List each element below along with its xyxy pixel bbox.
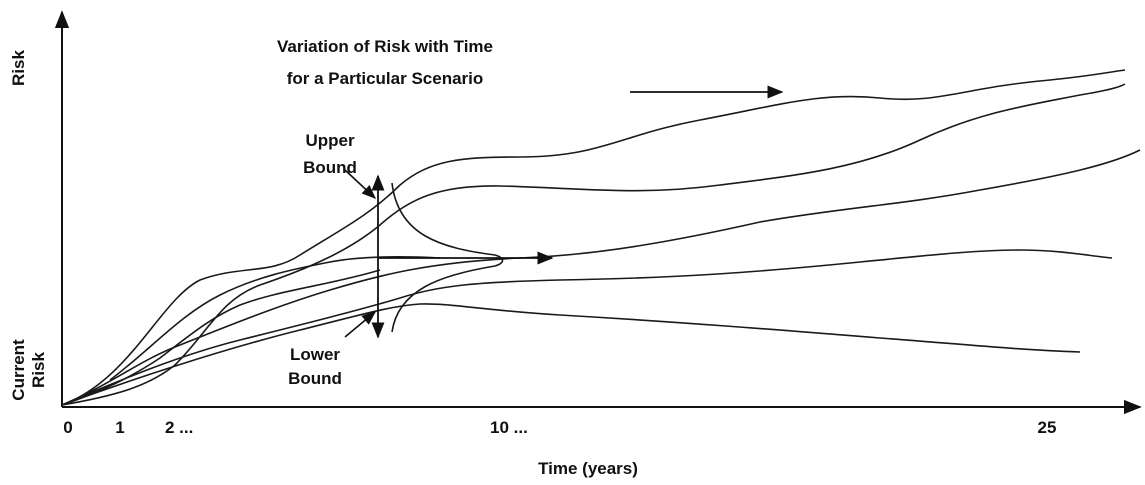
annotation: Bound: [303, 158, 357, 177]
distribution: [391, 182, 504, 333]
curve: [61, 69, 1126, 406]
x-axis-label: Time (years): [538, 459, 638, 478]
x-tick-label: 10 ...: [490, 418, 528, 437]
lower-pointer: [344, 311, 377, 338]
annotation: Lower: [290, 345, 340, 364]
x-tick-label: 1: [115, 418, 124, 437]
upper-pointer: [344, 169, 377, 199]
y-axis-label: Risk: [29, 352, 48, 388]
curve: [61, 303, 1081, 406]
y-axis-label: Current: [9, 339, 28, 401]
curve: [61, 149, 1141, 406]
x-tick-label: 2 ...: [165, 418, 193, 437]
risk-curves: [61, 69, 1141, 406]
curve: [61, 269, 381, 406]
y-axis-label: Risk: [9, 50, 28, 86]
x-tick-label: 0: [63, 418, 72, 437]
annotation: Upper: [305, 131, 355, 150]
title-line: Variation of Risk with Time: [277, 37, 493, 56]
curve: [61, 249, 1113, 406]
x-tick-label: 25: [1038, 418, 1057, 437]
annotation: Bound: [288, 369, 342, 388]
title-line: for a Particular Scenario: [287, 69, 484, 88]
curve: [61, 83, 1126, 406]
